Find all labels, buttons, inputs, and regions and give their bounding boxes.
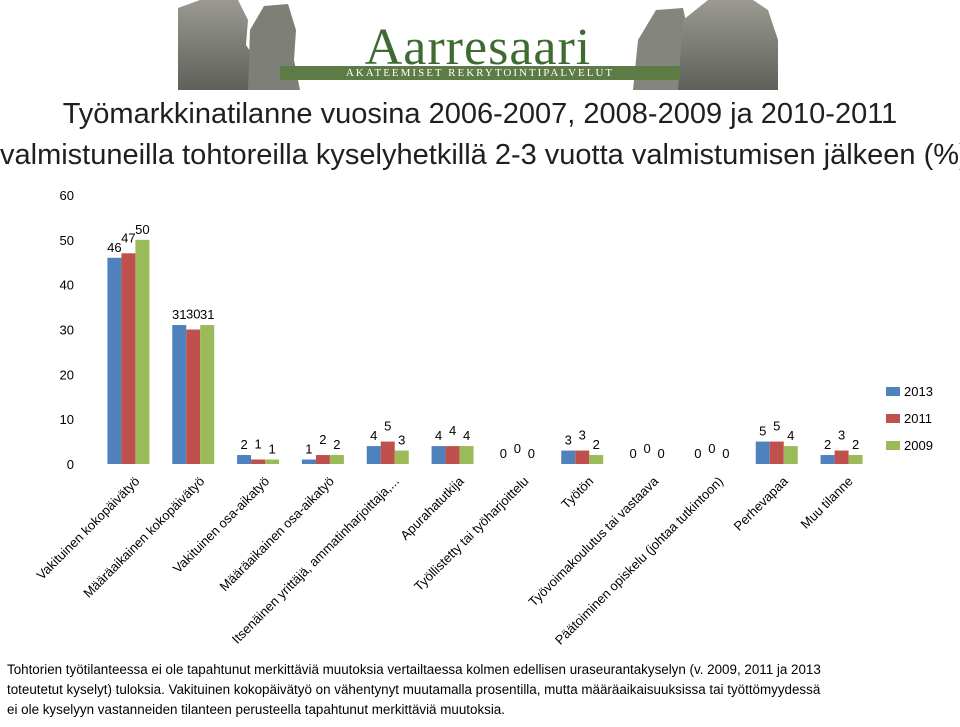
category-label: Työllistetty tai työharjoittelu [411, 474, 531, 594]
category-label: Määräaikainen kokopäivätyö [80, 474, 207, 601]
data-label: 0 [722, 446, 729, 461]
category-label: Työvoimakoulutus tai vastaava [525, 473, 661, 609]
data-label: 2 [593, 437, 600, 452]
bar [431, 446, 446, 464]
bar [755, 441, 770, 464]
category-label: Määräaikainen osa-aikatyö [217, 474, 337, 594]
data-label: 3 [565, 433, 572, 448]
bar [848, 455, 863, 464]
bar [329, 455, 344, 464]
y-tick-label: 30 [60, 323, 74, 338]
category-label: Apurahatutkija [397, 473, 467, 543]
bar [107, 257, 122, 464]
legend-label: 2009 [904, 438, 933, 453]
bar [200, 325, 215, 464]
data-label: 4 [435, 428, 442, 443]
data-label: 4 [463, 428, 470, 443]
chart-title-line-2: valmistuneilla tohtoreilla kyselyhetkill… [0, 139, 960, 171]
data-label: 0 [500, 446, 507, 461]
y-tick-label: 20 [60, 367, 74, 382]
bar [265, 459, 280, 464]
y-tick-label: 40 [60, 278, 74, 293]
legend-swatch [886, 387, 900, 396]
data-label: 1 [268, 442, 275, 457]
bar [172, 325, 187, 464]
data-label: 5 [773, 419, 780, 434]
footnote-line-1: Tohtorien työtilanteessa ei ole tapahtun… [7, 662, 821, 677]
category-label: Työtön [558, 474, 596, 512]
data-label: 4 [787, 428, 794, 443]
data-label: 0 [708, 441, 715, 456]
category-label: Vakituinen kokopäivätyö [33, 474, 142, 583]
data-label: 31 [200, 307, 214, 322]
y-tick-label: 0 [67, 457, 74, 472]
bar [834, 450, 849, 464]
data-label: 50 [135, 222, 149, 237]
category-label: Perhevapaa [731, 473, 792, 534]
data-label: 5 [384, 419, 391, 434]
bar [783, 446, 798, 464]
data-label: 2 [319, 432, 326, 447]
data-label: 0 [643, 441, 650, 456]
category-label: Muu tilanne [798, 474, 856, 532]
bar [186, 329, 201, 464]
bar [394, 450, 409, 464]
y-tick-label: 60 [60, 188, 74, 203]
legend-swatch [886, 414, 900, 423]
data-label: 5 [759, 424, 766, 439]
data-label: 2 [824, 437, 831, 452]
data-label: 2 [333, 437, 340, 452]
aarresaari-logo: Aarresaari AKATEEMISET REKRYTOINTIPALVEL… [178, 0, 778, 90]
bar [820, 455, 835, 464]
data-label: 0 [514, 441, 521, 456]
bar [251, 459, 266, 464]
data-label: 31 [172, 307, 186, 322]
data-label: 3 [579, 428, 586, 443]
y-tick-label: 50 [60, 233, 74, 248]
legend-label: 2011 [904, 411, 932, 426]
footnote-line-3: ei ole kyselyyn vastanneiden tilanteen p… [7, 702, 505, 717]
data-label: 4 [370, 428, 377, 443]
bar [315, 455, 330, 464]
bar [589, 455, 604, 464]
data-label: 3 [838, 428, 845, 443]
bar [575, 450, 590, 464]
data-label: 30 [186, 307, 200, 322]
data-label: 0 [629, 446, 636, 461]
bar [561, 450, 576, 464]
footnote: Tohtorien työtilanteessa ei ole tapahtun… [7, 660, 957, 720]
bar [769, 441, 784, 464]
data-label: 3 [398, 433, 405, 448]
data-label: 46 [107, 240, 121, 255]
data-label: 47 [121, 230, 135, 245]
legend-swatch [886, 441, 900, 450]
bar [380, 441, 395, 464]
y-tick-label: 10 [60, 412, 74, 427]
bar [301, 459, 316, 464]
data-label: 4 [449, 423, 456, 438]
chart-title-line-1: Työmarkkinatilanne vuosina 2006-2007, 20… [62, 98, 898, 130]
data-label: 1 [305, 442, 312, 457]
bar [366, 446, 381, 464]
bar [121, 253, 136, 464]
data-label: 1 [254, 437, 261, 452]
data-label: 2 [852, 437, 859, 452]
data-label: 0 [657, 446, 664, 461]
bar [135, 239, 150, 464]
legend-label: 2013 [904, 384, 933, 399]
footnote-line-2: toteutetut kyselyt) tuloksia. Vakituinen… [7, 682, 821, 697]
data-label: 0 [528, 446, 535, 461]
data-label: 2 [240, 437, 247, 452]
data-label: 0 [694, 446, 701, 461]
bar [459, 446, 474, 464]
bar [237, 455, 252, 464]
logo-tagline: AKATEEMISET REKRYTOINTIPALVELUT [280, 66, 680, 80]
chart-title: Työmarkkinatilanne vuosina 2006-2007, 20… [0, 94, 960, 176]
bar [445, 446, 460, 464]
